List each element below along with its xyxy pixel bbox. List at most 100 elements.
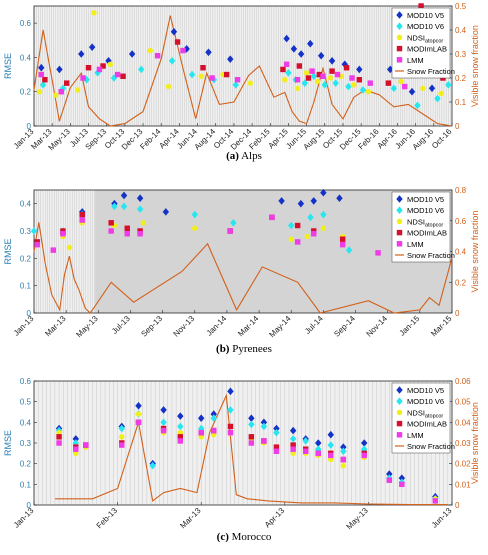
data-point [53,92,59,98]
data-point [302,437,309,445]
data-point [78,50,85,58]
y-tick-label: 0.4 [20,418,32,427]
chart-panel-a: 00.20.40.600.10.20.30.40.5Jan-13Mar-13Ma… [3,2,480,162]
data-point [273,444,280,450]
data-point [310,197,317,205]
data-point [210,410,217,418]
data-point [83,442,89,448]
data-point [311,231,317,237]
data-point [290,442,296,448]
data-point [414,101,421,110]
legend-box [391,7,451,79]
data-point [100,63,106,69]
data-point [386,477,393,483]
y-tick-label: 0.5 [20,398,32,407]
data-point [59,84,67,93]
snow-fraction-line [54,393,448,506]
data-point [260,422,268,431]
data-point [327,75,333,81]
caption-letter: (c) [217,531,230,543]
data-point [307,213,314,222]
data-point [438,90,444,97]
data-point [135,419,142,426]
data-point [198,414,205,422]
panel-caption: (b) Pyrenees [216,343,272,355]
y-tick-label: 0.1 [20,282,32,291]
y-tick-label: 0.3 [20,439,32,448]
caption-letter: (b) [216,343,230,355]
y2-tick-label: 0.4 [455,248,467,257]
x-tick-label: Jul-14 [303,314,325,336]
data-point [365,88,372,95]
legend-swatch [396,241,403,247]
data-point [74,87,81,93]
data-point [198,429,204,436]
data-point [248,434,255,440]
data-point [227,387,234,396]
data-point [390,84,398,93]
data-point [339,236,346,242]
panel-caption: (c) Morocco [217,531,272,543]
y2-tick-label: 0.3 [455,50,467,59]
x-tick-label: Jan-13 [12,314,36,338]
y2-tick-label: 0.5 [455,2,467,11]
data-point [283,61,290,68]
data-point [205,48,212,57]
data-point [269,214,275,221]
data-point [375,250,381,256]
y2-axis-label: Visible snow fraction [470,402,480,484]
data-point [343,64,350,71]
data-point [316,71,323,78]
x-tick-label: Apr-13 [263,506,287,530]
caption-letter: (a) [226,150,239,162]
legend-subscript: atopcor [425,413,444,419]
x-tick-label: Feb-15 [247,127,272,152]
legend-swatch [396,229,403,236]
plot-frame [33,5,453,127]
data-point [345,246,353,254]
data-point [359,86,367,94]
y-tick-label: 0.6 [20,19,32,28]
data-point [50,247,57,253]
data-point [79,217,85,223]
data-point [227,55,234,63]
data-point [107,61,114,68]
data-point [200,64,206,71]
data-point [336,194,343,202]
data-point [168,57,176,65]
y2-tick-label: 0.2 [455,278,467,287]
caption-text: Morocco [229,531,272,543]
x-tick-label: Mar-14 [236,314,261,339]
data-point [445,81,452,89]
data-point [294,239,301,245]
data-point [34,239,40,245]
data-point [80,75,86,81]
data-point [63,80,70,86]
series-lmm [56,419,438,504]
data-point [119,442,125,448]
data-point [386,470,393,478]
data-point [280,66,286,73]
data-point [36,88,43,95]
y2-tick-label: 0.03 [455,439,471,448]
x-tick-label: Sep-14 [332,314,357,339]
data-point [309,68,315,74]
data-point [320,225,327,231]
data-point [356,65,363,74]
data-point [227,406,234,414]
y2-tick-label: 0.01 [455,480,471,489]
legend-swatch [396,45,403,52]
legend-swatch [396,397,403,405]
panel-caption: (a) Alps [226,150,262,162]
y2-tick-label: 0.05 [455,398,471,407]
data-point [154,52,161,59]
data-point [385,80,392,86]
data-point [428,84,436,93]
snow-fraction-line [33,222,453,314]
y-tick-label: 0.2 [20,460,32,469]
y-axis-label: RMSE [3,238,13,264]
data-point [124,231,130,237]
data-point [340,463,347,469]
data-point [328,57,336,65]
